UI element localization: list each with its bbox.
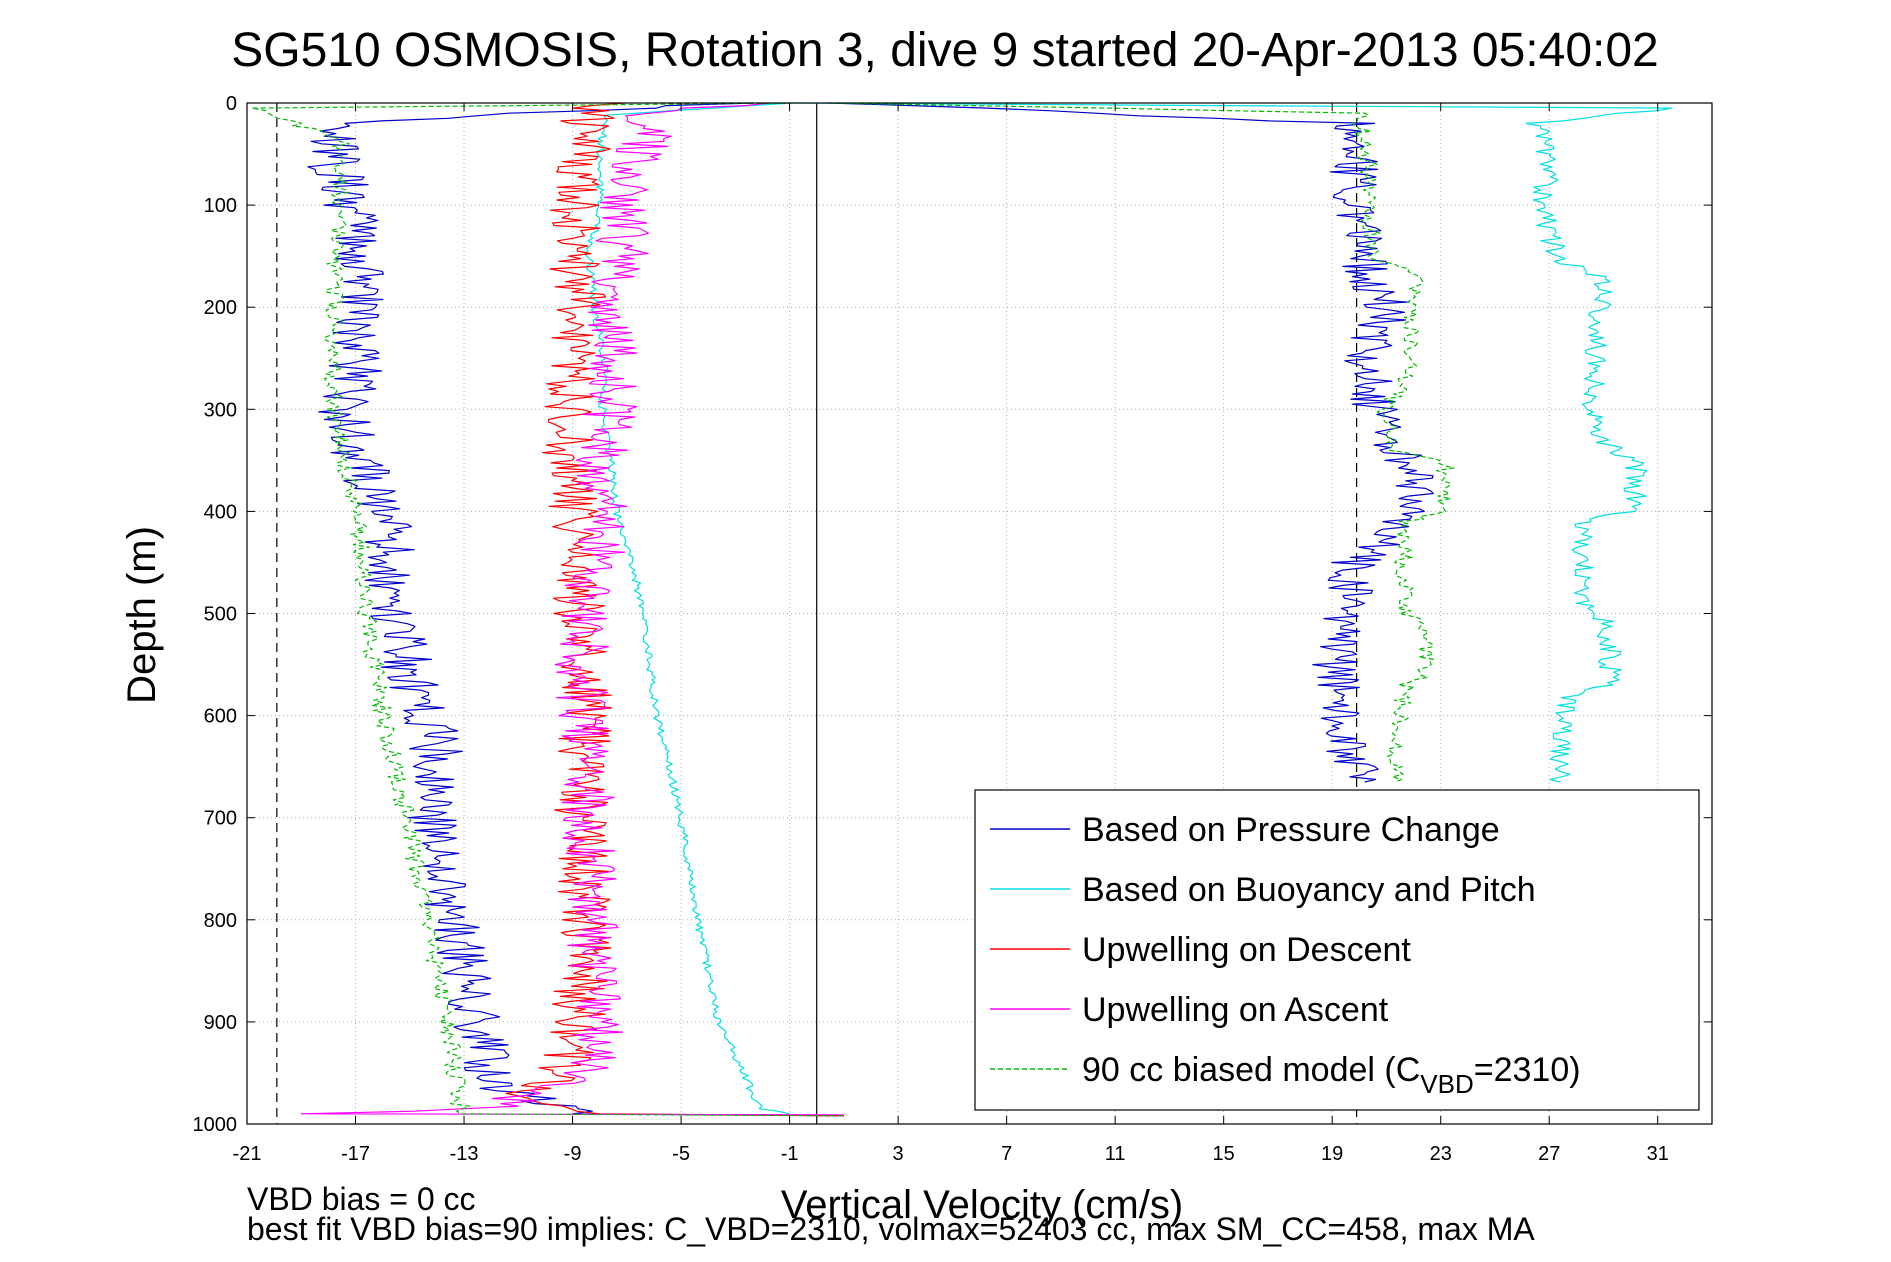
x-tick-label: -21 (233, 1143, 262, 1165)
legend-entry-label: Upwelling on Descent (1082, 931, 1411, 969)
y-tick-label: 0 (226, 93, 237, 115)
y-tick-label: 1000 (193, 1114, 238, 1136)
plot-area (251, 102, 1673, 1117)
chart-title: SG510 OSMOSIS, Rotation 3, dive 9 starte… (231, 24, 1658, 77)
x-tick-label: 7 (1001, 1143, 1012, 1165)
y-axis-label: Depth (m) (120, 526, 164, 704)
legend-entry-subscript: VBD (1420, 1069, 1473, 1099)
y-tick-label: 800 (204, 910, 237, 932)
y-tick-label: 900 (204, 1012, 237, 1034)
y-tick-label: 700 (204, 808, 237, 830)
x-tick-label: 15 (1213, 1143, 1235, 1165)
y-tick-label: 400 (204, 501, 237, 523)
legend-entry-label: 90 cc biased model (CVBD=2310) (1082, 1051, 1581, 1099)
x-tick-label: 27 (1538, 1143, 1560, 1165)
x-tick-label: 19 (1321, 1143, 1343, 1165)
x-axis-ticks: -21 -17 -13 -9 -5 -1 3 7 11 15 19 23 27 31 (233, 103, 1669, 1165)
y-tick-label: 500 (204, 604, 237, 626)
x-tick-label: 23 (1430, 1143, 1452, 1165)
x-tick-label: -9 (564, 1143, 582, 1165)
x-tick-label: -5 (672, 1143, 690, 1165)
x-tick-label: 11 (1105, 1143, 1126, 1165)
series-line-90-cc-biased-model-c-vbd-2310-7 (835, 102, 1455, 783)
x-tick-label: -17 (341, 1143, 370, 1165)
legend: Based on Pressure Change Based on Buoyanc… (974, 789, 1700, 1111)
vbd-bias-note: VBD bias = 0 cc (247, 1181, 476, 1217)
series-line-based-on-buoyancy-and-pitch-2 (584, 102, 793, 1115)
y-tick-label: 100 (204, 195, 237, 217)
series-line-based-on-pressure-change-1 (828, 102, 1434, 783)
series-line-upwelling-on-ascent-5 (300, 102, 844, 1116)
legend-entry-label: Based on Buoyancy and Pitch (1082, 871, 1536, 909)
y-tick-label: 600 (204, 706, 237, 728)
x-tick-label: -13 (450, 1143, 479, 1165)
series-line-based-on-pressure-change-0 (307, 102, 844, 1117)
legend-entry-text: 90 cc biased model (C (1082, 1051, 1420, 1089)
best-fit-note: best fit VBD bias=90 implies: C_VBD=2310… (247, 1211, 1535, 1247)
x-tick-label: 3 (893, 1143, 904, 1165)
legend-entry-label: Based on Pressure Change (1082, 811, 1500, 849)
legend-entry-text: Upwelling on Ascent (1082, 991, 1389, 1029)
legend-entry-text: Based on Pressure Change (1082, 811, 1500, 849)
y-tick-label: 200 (204, 297, 237, 319)
series-line-upwelling-on-descent-4 (505, 102, 844, 1117)
y-axis-ticks: 0 100 200 300 400 500 600 700 800 900 1000 (193, 93, 1712, 1136)
legend-entry-text: Upwelling on Descent (1082, 931, 1411, 969)
series-line-90-cc-biased-model-c-vbd-2310-6 (251, 102, 844, 1117)
y-tick-label: 300 (204, 399, 237, 421)
x-axis-label: Vertical Velocity (cm/s) (781, 1183, 1183, 1227)
legend-entry-label: Upwelling on Ascent (1082, 991, 1389, 1029)
x-tick-label: 31 (1647, 1143, 1669, 1165)
legend-entry-tail: =2310) (1474, 1051, 1581, 1089)
series-line-based-on-buoyancy-and-pitch-3 (792, 102, 1673, 783)
legend-box (974, 789, 1700, 1111)
legend-entry-text: Based on Buoyancy and Pitch (1082, 871, 1536, 909)
x-tick-label: -1 (781, 1143, 799, 1165)
